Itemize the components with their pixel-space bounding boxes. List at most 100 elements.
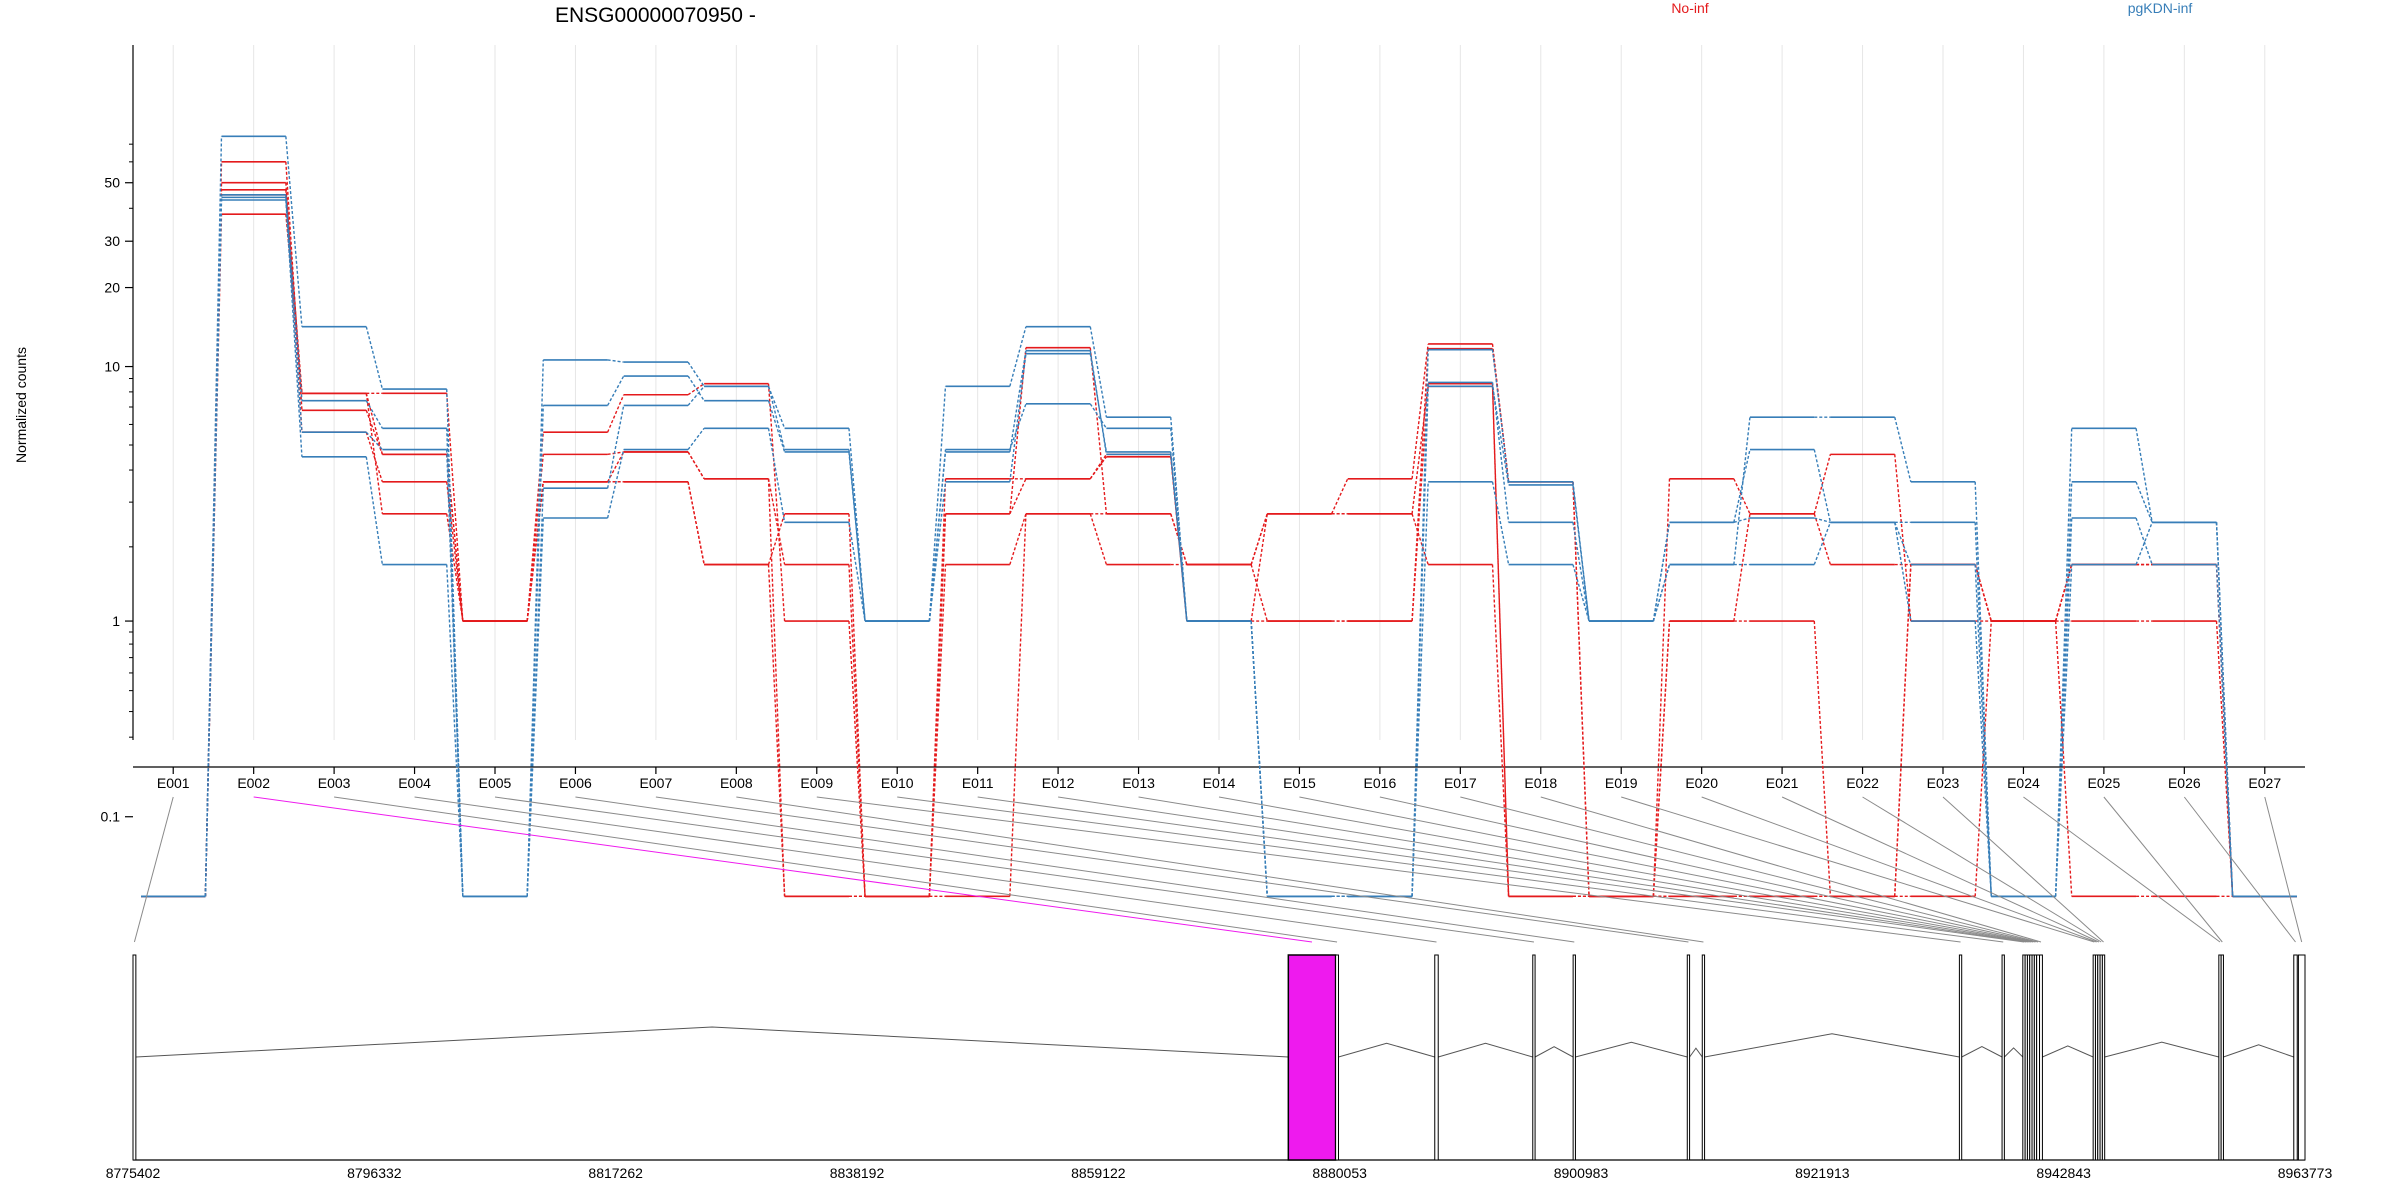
data-connector: [928, 481, 947, 622]
data-connector: [1411, 343, 1429, 479]
genomic-tick-label: 8963773: [2278, 1165, 2333, 1181]
data-connector: [2135, 481, 2153, 523]
data-connector: [526, 405, 544, 897]
data-connector: [767, 386, 786, 450]
x-tick-label: E025: [2088, 775, 2121, 791]
data-connector: [365, 410, 384, 455]
data-connector: [848, 451, 866, 622]
data-connector: [1894, 564, 1912, 897]
exon-connector: [1701, 796, 2097, 943]
exon-connector: [1058, 796, 2027, 943]
data-connector: [1813, 621, 1832, 897]
data-connector: [1411, 481, 1429, 897]
data-connector: [204, 197, 223, 897]
axes-layer: 0.1 1 10 20 30 50 E001 E002 E003 E004 E005 E006 E007…: [101, 45, 2305, 825]
exon-connector: [1621, 796, 2095, 943]
genomic-tick-label: 8838192: [830, 1165, 885, 1181]
x-tick-label: E026: [2168, 775, 2201, 791]
data-connector: [1652, 564, 1671, 622]
exon-box: [1572, 954, 1576, 1161]
exon-connector: [253, 796, 1313, 943]
x-tick-label: E024: [2007, 775, 2040, 791]
data-connector: [365, 326, 384, 390]
exon-connector: [1540, 796, 2042, 943]
data-connector: [1009, 513, 1027, 565]
data-connector: [365, 432, 384, 483]
intron-line: [1689, 1047, 1703, 1058]
data-connector: [1009, 353, 1027, 482]
x-tick-label: E003: [318, 775, 351, 791]
data-connector: [2054, 428, 2073, 897]
x-tick-label: E015: [1283, 775, 1316, 791]
data-connector: [606, 394, 625, 433]
data-connector: [526, 359, 544, 897]
exon-box: [1287, 954, 1337, 1161]
data-connector: [607, 375, 625, 406]
data-connector: [606, 405, 625, 489]
data-connector: [1491, 382, 1510, 523]
intron-line: [2004, 1047, 2024, 1058]
data-connector: [1572, 522, 1590, 622]
data-connector: [526, 517, 544, 897]
data-connector: [606, 449, 625, 519]
data-connector: [928, 564, 947, 897]
data-connector: [1009, 347, 1027, 514]
exon-box: [1335, 954, 1339, 1161]
data-connector: [1652, 621, 1671, 897]
data-connector: [928, 386, 947, 622]
x-tick-label: E019: [1605, 775, 1638, 791]
y-tick-label: 20: [104, 280, 120, 296]
data-connector: [2215, 621, 2234, 897]
data-connector: [1089, 513, 1108, 565]
intron-line: [135, 1026, 1289, 1058]
data-connector: [1089, 326, 1108, 418]
data-connector: [1250, 513, 1268, 565]
data-connector: [928, 513, 947, 897]
x-tick-label: E013: [1122, 775, 1155, 791]
data-connector: [1009, 350, 1027, 453]
data-connector: [1894, 454, 1912, 622]
x-tick-label: E016: [1364, 775, 1397, 791]
data-connector: [848, 513, 866, 897]
x-tick-label: E014: [1203, 775, 1236, 791]
data-connector: [1491, 349, 1510, 482]
data-connector: [1009, 513, 1027, 897]
series-pgkdn-inf-8: [141, 199, 2297, 898]
legend-label-no-inf: No-inf: [1671, 0, 1708, 16]
data-connector: [1491, 564, 1510, 897]
data-connector: [1009, 403, 1027, 450]
data-connector: [365, 393, 384, 514]
exon-connector: [1379, 796, 2036, 943]
title-layer: ENSG00000070950 - No-inf pgKDN-inf Norma…: [13, 0, 2192, 463]
data-connector: [2054, 481, 2073, 897]
data-connector: [767, 478, 786, 897]
exon-box: [1434, 954, 1439, 1161]
data-connector: [1814, 517, 1831, 523]
x-tick-label: E020: [1685, 775, 1718, 791]
data-connector: [1250, 621, 1268, 897]
data-connector: [767, 383, 786, 622]
data-connector: [1974, 522, 1992, 897]
data-connector: [1089, 453, 1107, 480]
exon-box: [2297, 954, 2306, 1161]
data-connector: [1250, 513, 1268, 622]
data-connector: [687, 481, 705, 565]
exon-box: [1701, 954, 1706, 1161]
data-connector: [2135, 428, 2153, 523]
data-connector: [2054, 564, 2073, 622]
data-connector: [446, 449, 464, 897]
data-connector: [848, 621, 866, 897]
data-connector: [767, 386, 786, 429]
data-connector: [1733, 513, 1751, 622]
exon-connector: [2023, 796, 2221, 943]
data-connector: [446, 454, 464, 622]
exon-box: [2293, 954, 2298, 1161]
y-axis-title: Normalized counts: [13, 347, 29, 463]
data-connector: [1572, 481, 1590, 897]
data-connector: [607, 451, 624, 456]
data-connector: [1813, 449, 1832, 523]
data-connector: [1089, 456, 1107, 480]
exon-box: [1958, 954, 1963, 1161]
exon-connector: [414, 796, 1437, 943]
data-connector: [767, 478, 786, 565]
